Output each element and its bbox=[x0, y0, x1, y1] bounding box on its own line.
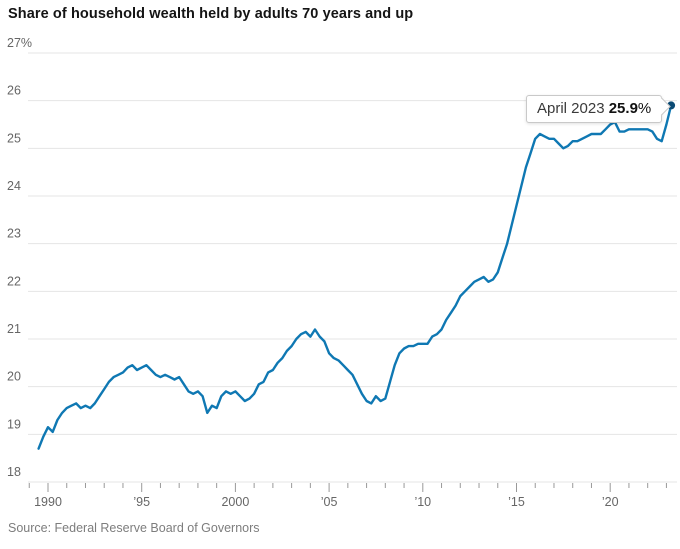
x-axis-label: 1990 bbox=[34, 495, 62, 509]
y-axis-label: 21 bbox=[7, 322, 21, 336]
y-axis-label: 23 bbox=[7, 227, 21, 241]
y-axis-label: 22 bbox=[7, 274, 21, 288]
x-axis-label: ’95 bbox=[133, 495, 150, 509]
y-axis-label: 24 bbox=[7, 179, 21, 193]
tooltip-value: 25.9 bbox=[608, 100, 638, 117]
tooltip-date-label: April 2023 bbox=[537, 100, 605, 117]
endpoint-tooltip: April 2023 25.9% bbox=[526, 95, 671, 123]
y-axis-label: 25 bbox=[7, 131, 21, 145]
y-axis-label: 26 bbox=[7, 84, 21, 98]
x-axis-label: ’15 bbox=[508, 495, 525, 509]
x-axis-label: ’10 bbox=[414, 495, 431, 509]
x-axis-label: ’20 bbox=[602, 495, 619, 509]
y-axis-label: 27% bbox=[7, 36, 32, 50]
chart-title: Share of household wealth held by adults… bbox=[8, 6, 414, 22]
y-axis-label: 18 bbox=[7, 465, 21, 479]
tooltip-value-suffix: % bbox=[637, 100, 652, 117]
y-axis-label: 20 bbox=[7, 370, 21, 384]
x-axis-label: 2000 bbox=[221, 495, 249, 509]
y-axis-label: 19 bbox=[7, 417, 21, 431]
wealth-share-line bbox=[37, 104, 673, 450]
source-attribution: Source: Federal Reserve Board of Governo… bbox=[8, 521, 260, 535]
x-axis-label: ’05 bbox=[321, 495, 338, 509]
